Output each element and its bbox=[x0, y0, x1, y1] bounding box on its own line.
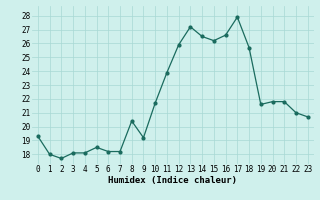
X-axis label: Humidex (Indice chaleur): Humidex (Indice chaleur) bbox=[108, 176, 237, 185]
